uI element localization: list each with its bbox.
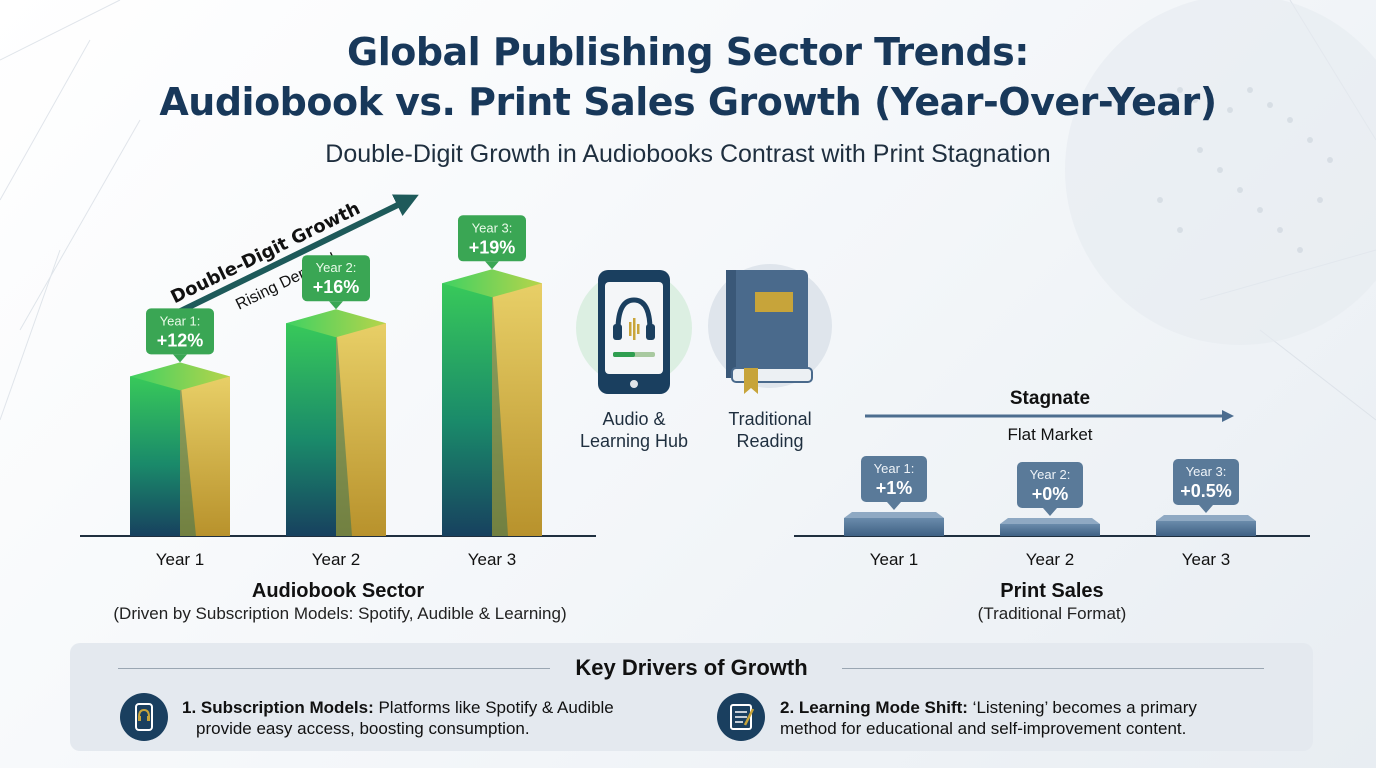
audiobook-callout-1: Year 1: +12% — [146, 308, 214, 363]
print-callout-pointer — [1199, 505, 1213, 513]
book-label-line-1: Traditional — [728, 409, 812, 429]
audiobook-bar-top — [442, 269, 542, 298]
audiobook-callout-pointer — [173, 354, 187, 363]
audiobook-bar-side — [492, 283, 542, 536]
driver-item-subscription: 1. Subscription Models: Platforms like S… — [182, 697, 722, 739]
print-bar-front — [844, 518, 944, 536]
print-value-label: +0% — [1032, 484, 1069, 504]
key-drivers-panel: Key Drivers of Growth 1. Subscription Mo… — [70, 643, 1313, 751]
audiobook-bar-1 — [130, 362, 230, 536]
audiobook-callout-2: Year 2: +16% — [302, 255, 370, 310]
phone-icon — [120, 693, 168, 741]
book-icon-group — [708, 264, 832, 394]
print-value-label: +1% — [876, 478, 913, 498]
drivers-divider-right — [842, 668, 1264, 669]
audiobook-callout-pointer — [485, 261, 499, 270]
audiobook-bar-top — [130, 362, 230, 391]
key-drivers-title: Key Drivers of Growth — [575, 655, 808, 680]
book-icon — [726, 270, 808, 378]
audiobook-value-label: +19% — [469, 237, 516, 257]
print-callout-box — [861, 456, 927, 502]
audiobook-bar-front — [130, 376, 180, 536]
audiobook-bar-shade — [180, 376, 196, 536]
print-bar-front — [1156, 521, 1256, 536]
print-tick-label: Year 1 — [870, 550, 919, 569]
book-label: Traditional Reading — [700, 408, 840, 452]
print-callout-pointer — [1043, 508, 1057, 516]
print-tick-label: Year 2 — [1026, 550, 1075, 569]
print-bar-top — [1000, 518, 1100, 524]
book-label-line-2: Reading — [736, 431, 804, 451]
audiobook-bar-front — [286, 323, 336, 536]
audio-hub-label-line-2: Learning Hub — [579, 431, 689, 451]
driver-subscription-line-2: provide easy access, boosting consumptio… — [196, 719, 530, 738]
print-bar-top — [844, 512, 944, 518]
page-title-line-2: Audiobook vs. Print Sales Growth (Year-O… — [159, 80, 1217, 124]
driver-subscription-heading: 1. Subscription Models: — [182, 698, 374, 717]
audiobook-callout-box — [146, 308, 214, 355]
drivers-divider-left — [118, 668, 550, 669]
audiobook-tick-label: Year 1 — [156, 550, 205, 569]
page-subtitle: Double-Digit Growth in Audiobooks Contra… — [325, 140, 1051, 168]
driver-item-learning: 2. Learning Mode Shift: ‘Listening’ beco… — [780, 697, 1300, 739]
print-trend-label: Stagnate — [1010, 388, 1090, 409]
audiobook-callout-label: Year 1: — [160, 313, 201, 328]
print-bar-2 — [1000, 518, 1100, 536]
audiobook-callout-label: Year 3: — [472, 220, 513, 235]
print-sector-subtitle: (Traditional Format) — [977, 604, 1127, 623]
audiobook-value-label: +16% — [313, 277, 360, 297]
print-callout-box — [1017, 462, 1083, 508]
audiobook-callout-box — [458, 215, 526, 262]
print-callout-label: Year 2: — [1030, 467, 1071, 482]
audiobook-bar-front — [442, 283, 492, 536]
notebook-icon — [717, 693, 765, 741]
audiobook-tick-label: Year 3 — [468, 550, 517, 569]
print-callout-1: Year 1: +1% — [861, 456, 927, 510]
driver-learning-line-1: ‘Listening’ becomes a primary — [967, 698, 1197, 717]
driver-learning-line-2: method for educational and self-improvem… — [780, 719, 1187, 738]
print-callout-label: Year 1: — [874, 461, 915, 476]
audio-hub-label-line-1: Audio & — [602, 409, 666, 429]
print-callout-2: Year 2: +0% — [1017, 462, 1083, 516]
audiobook-callout-box — [302, 255, 370, 302]
audiobook-sector-title: Audiobook Sector — [251, 580, 425, 602]
audio-hub-label: Audio & Learning Hub — [564, 408, 704, 452]
print-bar-front — [1000, 524, 1100, 536]
audiobook-value-label: +12% — [157, 330, 204, 350]
page-title-line-1: Global Publishing Sector Trends: — [347, 30, 1030, 74]
print-sector-title: Print Sales — [1000, 580, 1104, 602]
driver-subscription-line-1: Platforms like Spotify & Audible — [373, 698, 614, 717]
audiobook-bar-2 — [286, 309, 386, 536]
audiobook-sector-subtitle: (Driven by Subscription Models: Spotify,… — [113, 604, 567, 623]
audiobook-callout-pointer — [329, 301, 343, 310]
print-callout-box — [1173, 459, 1239, 505]
audiobook-bar-shade — [492, 283, 508, 536]
audiobook-bar-shade — [336, 323, 352, 536]
audiobook-bar-top — [286, 309, 386, 338]
audiobook-callout-3: Year 3: +19% — [458, 215, 526, 270]
audio-hub-icon-group — [576, 270, 692, 394]
print-bar-3 — [1156, 515, 1256, 536]
audiobook-trend-arrow — [148, 194, 419, 329]
audiobook-tick-label: Year 2 — [312, 550, 361, 569]
print-callout-label: Year 3: — [1186, 464, 1227, 479]
print-value-label: +0.5% — [1180, 481, 1232, 501]
print-trend-sublabel: Flat Market — [1007, 425, 1092, 444]
audiobook-bar-side — [180, 376, 230, 536]
print-callout-3: Year 3: +0.5% — [1173, 459, 1239, 513]
audiobook-bar-3 — [442, 269, 542, 536]
print-callout-pointer — [887, 502, 901, 510]
driver-learning-heading: 2. Learning Mode Shift: — [780, 698, 968, 717]
print-tick-label: Year 3 — [1182, 550, 1231, 569]
audiobook-bar-side — [336, 323, 386, 536]
print-bar-top — [1156, 515, 1256, 521]
audiobook-callout-label: Year 2: — [316, 260, 357, 275]
print-bar-1 — [844, 512, 944, 536]
